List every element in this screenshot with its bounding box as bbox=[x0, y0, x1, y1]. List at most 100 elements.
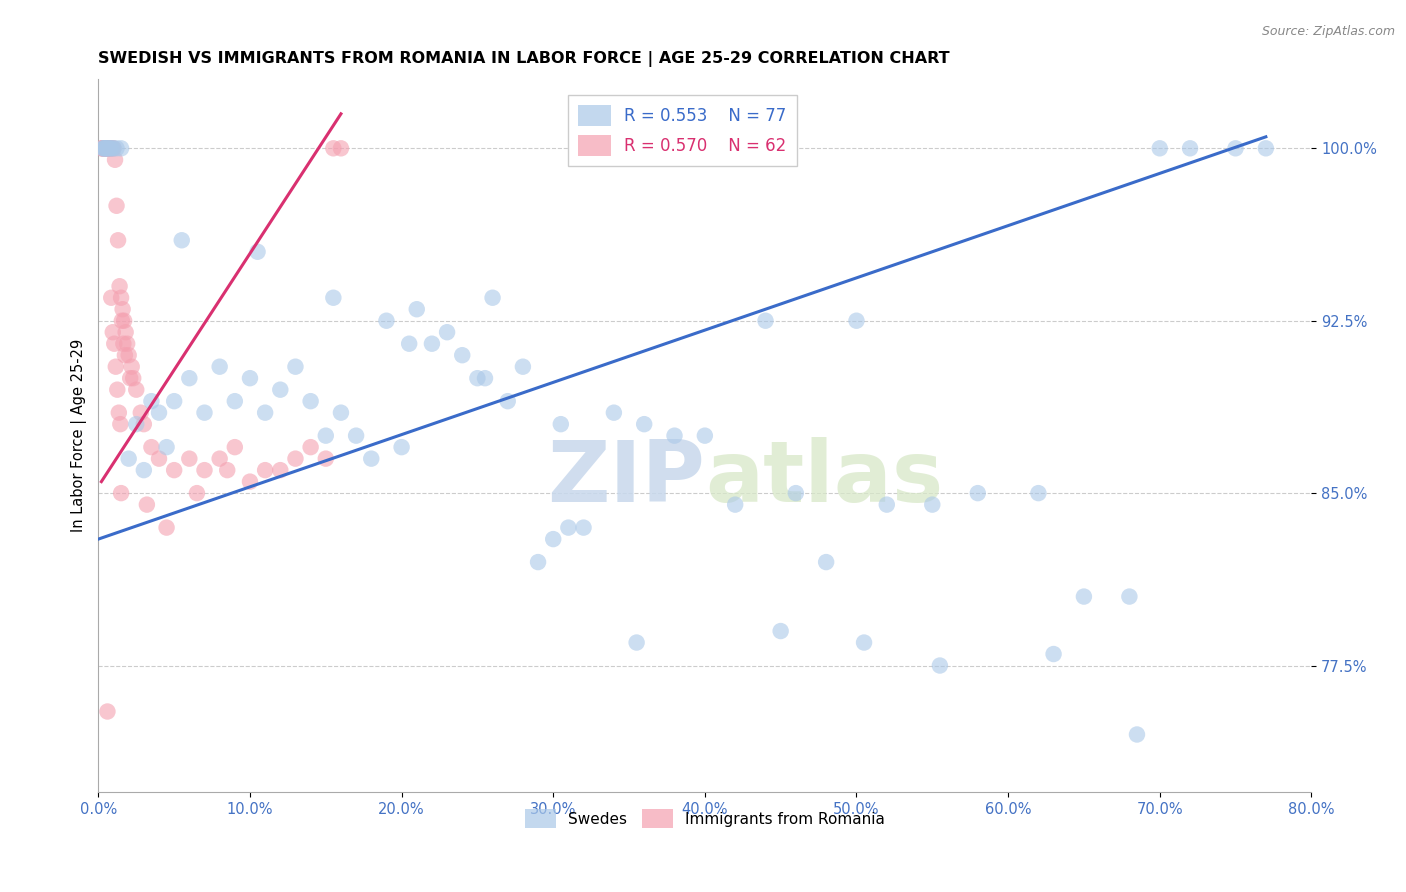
Point bbox=[170, 233, 193, 247]
Point bbox=[163, 394, 186, 409]
Point bbox=[1042, 647, 1064, 661]
Point bbox=[103, 336, 125, 351]
Point bbox=[105, 141, 128, 155]
Point bbox=[129, 406, 152, 420]
Point bbox=[1149, 141, 1171, 155]
Point bbox=[693, 428, 716, 442]
Point bbox=[284, 451, 307, 466]
Point bbox=[557, 520, 579, 534]
Text: Source: ZipAtlas.com: Source: ZipAtlas.com bbox=[1261, 25, 1395, 38]
Point bbox=[572, 520, 595, 534]
Point bbox=[97, 141, 120, 155]
Point bbox=[626, 635, 648, 649]
Point bbox=[769, 624, 792, 638]
Point bbox=[633, 417, 655, 432]
Point bbox=[118, 451, 141, 466]
Point bbox=[1178, 141, 1201, 155]
Point bbox=[148, 451, 170, 466]
Point bbox=[100, 291, 122, 305]
Point bbox=[329, 406, 352, 420]
Point bbox=[125, 417, 148, 432]
Point bbox=[101, 141, 124, 155]
Point bbox=[299, 394, 322, 409]
Point bbox=[141, 440, 163, 454]
Point bbox=[541, 532, 564, 546]
Point bbox=[110, 486, 132, 500]
Point bbox=[284, 359, 307, 374]
Point bbox=[322, 141, 344, 155]
Point bbox=[110, 417, 132, 432]
Point bbox=[100, 141, 122, 155]
Point bbox=[391, 440, 413, 454]
Point bbox=[1126, 727, 1149, 741]
Point bbox=[125, 383, 148, 397]
Point bbox=[114, 348, 136, 362]
Point bbox=[208, 359, 231, 374]
Point bbox=[785, 486, 807, 500]
Point bbox=[96, 141, 118, 155]
Point bbox=[163, 463, 186, 477]
Point bbox=[108, 279, 131, 293]
Point bbox=[186, 486, 208, 500]
Point bbox=[921, 498, 943, 512]
Point bbox=[193, 406, 215, 420]
Point bbox=[1118, 590, 1140, 604]
Point bbox=[269, 383, 291, 397]
Point bbox=[112, 314, 135, 328]
Point bbox=[135, 498, 157, 512]
Point bbox=[853, 635, 876, 649]
Point bbox=[94, 141, 117, 155]
Point bbox=[97, 141, 120, 155]
Point bbox=[101, 141, 124, 155]
Point bbox=[111, 302, 134, 317]
Point bbox=[254, 406, 277, 420]
Point bbox=[299, 440, 322, 454]
Point bbox=[103, 141, 125, 155]
Point bbox=[315, 428, 337, 442]
Point bbox=[91, 141, 114, 155]
Y-axis label: In Labor Force | Age 25-29: In Labor Force | Age 25-29 bbox=[72, 339, 87, 533]
Point bbox=[217, 463, 239, 477]
Point bbox=[121, 359, 143, 374]
Point bbox=[96, 141, 118, 155]
Point bbox=[179, 451, 201, 466]
Point bbox=[97, 141, 120, 155]
Point bbox=[132, 463, 155, 477]
Point bbox=[96, 141, 118, 155]
Point bbox=[420, 336, 443, 351]
Text: ZIP: ZIP bbox=[547, 437, 704, 520]
Point bbox=[239, 475, 262, 489]
Point bbox=[93, 141, 115, 155]
Point bbox=[467, 371, 489, 385]
Point bbox=[193, 463, 215, 477]
Point bbox=[550, 417, 572, 432]
Point bbox=[344, 428, 367, 442]
Point bbox=[398, 336, 420, 351]
Point bbox=[322, 291, 344, 305]
Point bbox=[224, 440, 246, 454]
Point bbox=[93, 141, 115, 155]
Point bbox=[110, 141, 132, 155]
Point bbox=[928, 658, 950, 673]
Point bbox=[224, 394, 246, 409]
Point bbox=[966, 486, 988, 500]
Point bbox=[329, 141, 352, 155]
Point bbox=[754, 314, 776, 328]
Point bbox=[527, 555, 550, 569]
Text: atlas: atlas bbox=[704, 437, 943, 520]
Point bbox=[1028, 486, 1050, 500]
Point bbox=[815, 555, 838, 569]
Point bbox=[315, 451, 337, 466]
Point bbox=[360, 451, 382, 466]
Point bbox=[90, 141, 112, 155]
Point bbox=[93, 141, 115, 155]
Point bbox=[375, 314, 398, 328]
Point bbox=[107, 233, 129, 247]
Point bbox=[141, 394, 163, 409]
Point bbox=[603, 406, 626, 420]
Point bbox=[436, 325, 458, 339]
Point bbox=[110, 291, 132, 305]
Point bbox=[114, 325, 136, 339]
Point bbox=[91, 141, 114, 155]
Point bbox=[98, 141, 121, 155]
